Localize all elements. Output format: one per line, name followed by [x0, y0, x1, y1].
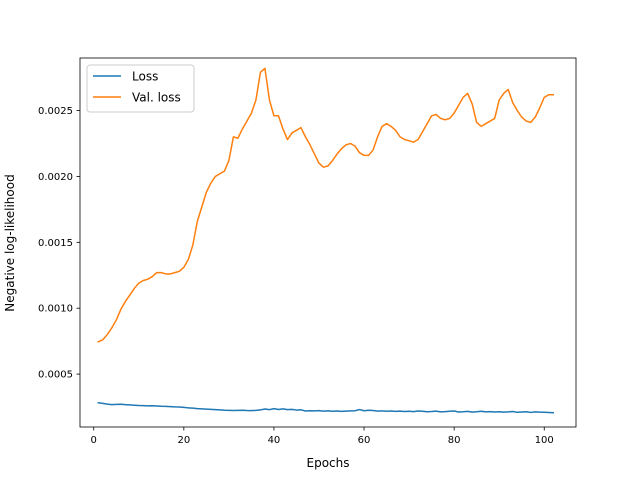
y-tick-label: 0.0015	[38, 238, 73, 249]
series-line-loss	[97, 401, 555, 414]
y-axis-ticks: 0.0005 0.0010 0.0015 0.0020 0.0025	[38, 106, 80, 381]
y-tick-label: 0.0010	[38, 304, 73, 315]
x-axis-label: Epochs	[307, 456, 350, 470]
legend-label-val-loss: Val. loss	[132, 91, 181, 105]
legend: Loss Val. loss	[86, 64, 195, 113]
x-tick-label: 20	[177, 435, 190, 446]
x-tick-label: 60	[358, 435, 371, 446]
x-tick-label: 0	[91, 435, 97, 446]
x-tick-label: 40	[268, 435, 281, 446]
y-tick-label: 0.0005	[38, 370, 73, 381]
x-tick-label: 100	[535, 435, 554, 446]
y-tick-label: 0.0020	[38, 172, 73, 183]
x-tick-label: 80	[448, 435, 461, 446]
legend-label-loss: Loss	[132, 70, 158, 84]
series-line-val-loss	[97, 67, 554, 343]
y-axis-label: Negative log-likelihood	[3, 174, 17, 311]
y-tick-label: 0.0025	[38, 106, 73, 117]
x-axis-ticks: 0 20 40 60 80 100	[91, 427, 554, 446]
